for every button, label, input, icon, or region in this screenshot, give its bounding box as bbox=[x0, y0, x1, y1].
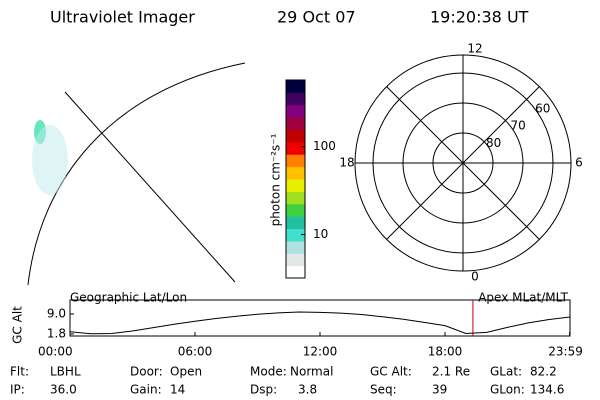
colorbar-band bbox=[286, 228, 305, 242]
x-tick-label: 00:00 bbox=[38, 345, 73, 359]
footer-value: Normal bbox=[290, 365, 333, 379]
title: Ultraviolet Imager bbox=[50, 8, 195, 27]
time: 19:20:38 UT bbox=[430, 8, 529, 27]
colorbar-band bbox=[286, 141, 305, 155]
footer-label: Mode: bbox=[250, 365, 287, 379]
x-tick-label: 06:00 bbox=[178, 345, 213, 359]
hour-label: 6 bbox=[575, 156, 583, 170]
colorbar-band bbox=[286, 104, 305, 118]
colorbar-band bbox=[286, 92, 305, 106]
footer-value: LBHL bbox=[50, 365, 81, 379]
colorbar-frame bbox=[285, 79, 306, 279]
map-panel bbox=[27, 62, 246, 286]
footer-label: Door: bbox=[130, 365, 163, 379]
colorbar-band bbox=[286, 179, 305, 192]
colorbar-band bbox=[286, 154, 305, 168]
footer-label: Seq: bbox=[370, 383, 397, 397]
y-tick-label: 1.8 bbox=[47, 327, 66, 341]
lat-label: 80 bbox=[486, 136, 501, 150]
colorbar-tick-label: 10 bbox=[313, 227, 328, 241]
colorbar-band bbox=[286, 216, 305, 229]
lat-label: 70 bbox=[511, 119, 526, 133]
colorbar-band bbox=[286, 117, 305, 130]
x-tick-label: 12:00 bbox=[303, 345, 338, 359]
alt-left-label: Geographic Lat/Lon bbox=[70, 291, 187, 305]
lat-label: 60 bbox=[535, 101, 550, 115]
y-tick-label: 9.0 bbox=[47, 307, 66, 321]
altitude-line bbox=[69, 311, 571, 335]
hour-label: 12 bbox=[467, 42, 482, 56]
footer-label: GC Alt: bbox=[370, 365, 412, 379]
footer-label: GLon: bbox=[490, 383, 525, 397]
alt-ylabel: GC Alt bbox=[11, 306, 25, 344]
colorbar-label: photon cm⁻²s⁻¹ bbox=[269, 133, 283, 226]
lat-ring bbox=[432, 132, 494, 194]
colorbar-band bbox=[286, 240, 305, 254]
colorbar-band bbox=[286, 253, 305, 267]
footer-value: 14 bbox=[170, 383, 185, 397]
footer-value: 2.1 Re bbox=[432, 365, 470, 379]
date: 29 Oct 07 bbox=[277, 8, 356, 27]
lat-ring bbox=[402, 102, 524, 224]
x-tick-label: 23:59 bbox=[548, 345, 583, 359]
colorbar-band bbox=[286, 191, 305, 205]
lat-ring bbox=[372, 72, 554, 254]
footer-value: 39 bbox=[432, 383, 447, 397]
colorbar-band bbox=[286, 80, 305, 93]
hour-label: 0 bbox=[471, 270, 479, 284]
colorbar-band bbox=[286, 129, 305, 143]
hour-label: 18 bbox=[339, 156, 354, 170]
footer-label: Flt: bbox=[10, 365, 29, 379]
footer-value: 3.8 bbox=[298, 383, 317, 397]
footer-label: Dsp: bbox=[250, 383, 277, 397]
colorbar-band bbox=[286, 166, 305, 180]
colorbar-band bbox=[286, 203, 305, 217]
x-tick-label: 18:00 bbox=[428, 345, 463, 359]
footer-label: GLat: bbox=[490, 365, 522, 379]
footer-label: Gain: bbox=[130, 383, 162, 397]
footer-label: IP: bbox=[10, 383, 25, 397]
alt-right-label: Apex MLat/MLT bbox=[478, 291, 568, 305]
polar-spoke bbox=[386, 86, 540, 240]
footer-value: 82.2 bbox=[530, 365, 557, 379]
colorbar-tick-label: 100 bbox=[313, 139, 336, 153]
footer-value: Open bbox=[170, 365, 202, 379]
footer-value: 134.6 bbox=[530, 383, 564, 397]
colorbar-band bbox=[286, 265, 305, 279]
footer-value: 36.0 bbox=[50, 383, 77, 397]
